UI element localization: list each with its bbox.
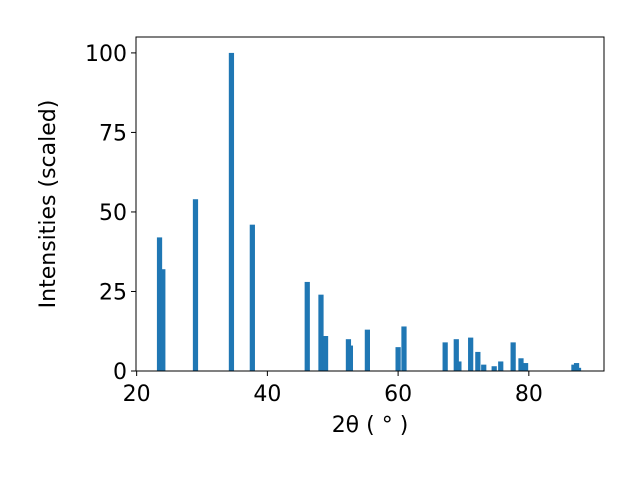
bar xyxy=(468,337,474,371)
bar xyxy=(318,294,324,371)
bar xyxy=(475,351,481,371)
bar xyxy=(491,366,497,371)
bar xyxy=(395,347,401,371)
x-tick-label: 20 xyxy=(123,382,151,407)
y-tick-label: 75 xyxy=(99,121,127,146)
x-tick-label: 80 xyxy=(515,382,543,407)
bar xyxy=(347,345,354,371)
bar xyxy=(573,363,580,371)
bar xyxy=(304,281,310,371)
x-tick-label: 60 xyxy=(384,382,412,407)
bar xyxy=(249,224,255,371)
bar xyxy=(453,339,459,371)
bar xyxy=(364,329,370,371)
bar xyxy=(322,336,329,371)
bar xyxy=(575,367,582,371)
y-tick-label: 0 xyxy=(113,360,127,385)
bar xyxy=(401,326,407,371)
y-tick-label: 50 xyxy=(99,201,127,226)
plot-frame xyxy=(135,36,605,372)
bar xyxy=(156,237,163,371)
bar xyxy=(228,52,235,372)
bar xyxy=(481,364,487,371)
bar xyxy=(510,342,516,371)
bar xyxy=(518,358,524,371)
bar xyxy=(160,269,166,371)
y-tick-label: 100 xyxy=(85,42,127,67)
x-axis-label: 2θ ( ° ) xyxy=(332,413,409,438)
x-tick-label: 40 xyxy=(253,382,281,407)
bar xyxy=(522,363,529,371)
bar xyxy=(442,342,448,371)
y-tick-label: 25 xyxy=(99,280,127,305)
bar xyxy=(456,361,462,371)
y-axis-label: Intensities (scaled) xyxy=(36,100,61,309)
bar xyxy=(498,361,504,371)
bar xyxy=(192,199,199,371)
